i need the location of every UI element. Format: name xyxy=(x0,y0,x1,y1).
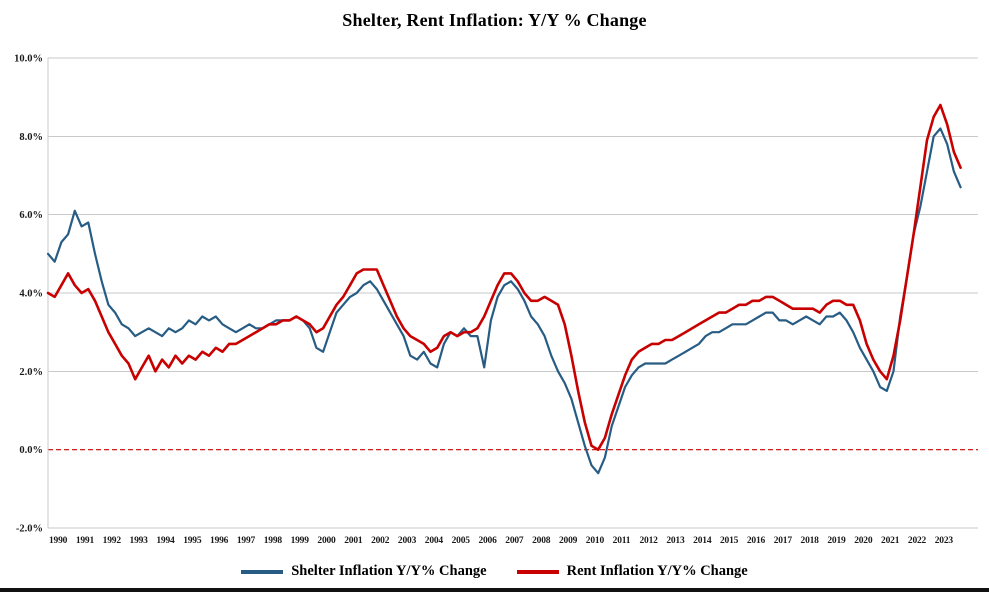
x-tick-label: 2006 xyxy=(478,536,497,546)
x-tick-label: 2000 xyxy=(317,536,336,546)
x-tick-label: 2023 xyxy=(935,536,954,546)
shelter-series-line xyxy=(46,127,962,475)
shelter-line-swatch xyxy=(241,569,284,574)
x-tick-label: 1991 xyxy=(76,536,95,546)
chart-title: Shelter, Rent Inflation: Y/Y % Change xyxy=(342,10,647,30)
x-tick-label: 2011 xyxy=(613,536,631,546)
x-tick-label: 1994 xyxy=(156,536,175,546)
x-tick-label: 2018 xyxy=(801,536,820,546)
legend-item-rent: Rent Inflation Y/Y% Change xyxy=(516,563,748,580)
y-tick-label: 0.0% xyxy=(19,445,43,456)
y-tick-label: 2.0% xyxy=(19,367,43,378)
bottom-border-bar xyxy=(0,588,989,592)
x-tick-label: 2007 xyxy=(505,536,524,546)
shelter-legend-label: Shelter Inflation Y/Y% Change xyxy=(291,563,487,579)
x-tick-label: 2004 xyxy=(425,536,444,546)
x-tick-label: 2015 xyxy=(720,536,739,546)
y-tick-label: -2.0% xyxy=(16,524,43,535)
x-tick-label: 2002 xyxy=(371,536,390,546)
y-tick-label: 6.0% xyxy=(19,210,43,221)
x-tick-label: 2013 xyxy=(666,536,685,546)
x-tick-label: 2021 xyxy=(881,536,900,546)
x-tick-label: 1998 xyxy=(264,536,283,546)
rent-legend-label: Rent Inflation Y/Y% Change xyxy=(566,563,748,579)
y-tick-label: 10.0% xyxy=(14,54,43,65)
x-tick-label: 1999 xyxy=(291,536,310,546)
x-tick-label: 1992 xyxy=(103,536,122,546)
x-tick-label: 2010 xyxy=(586,536,605,546)
legend-item-shelter: Shelter Inflation Y/Y% Change xyxy=(241,563,487,580)
x-tick-label: 2001 xyxy=(344,536,363,546)
x-tick-label: 2014 xyxy=(693,536,712,546)
chart-plot-area: 10.0% 8.0% 6.0% 4.0% 2.0% 0.0% -2.0% 1990 1991 19… xyxy=(14,54,978,546)
x-tick-label: 2009 xyxy=(559,536,578,546)
x-tick-label: 1990 xyxy=(49,536,68,546)
chart-legend: Shelter Inflation Y/Y% Change Rent Infla… xyxy=(0,563,989,580)
x-tick-label: 2008 xyxy=(532,536,551,546)
x-tick-label: 2005 xyxy=(452,536,471,546)
x-tick-label: 2016 xyxy=(747,536,766,546)
x-tick-label: 2017 xyxy=(774,536,793,546)
x-tick-label: 1997 xyxy=(237,536,256,546)
y-tick-label: 8.0% xyxy=(19,132,43,143)
y-tick-label: 4.0% xyxy=(19,289,43,300)
x-tick-label: 2020 xyxy=(854,536,873,546)
x-tick-label: 1996 xyxy=(210,536,229,546)
x-tick-label: 2012 xyxy=(639,536,658,546)
x-tick-label: 1995 xyxy=(183,536,202,546)
x-tick-label: 2022 xyxy=(908,536,927,546)
x-tick-label: 1993 xyxy=(130,536,149,546)
x-tick-label: 2003 xyxy=(398,536,417,546)
x-tick-label: 2019 xyxy=(827,536,846,546)
rent-line-swatch xyxy=(516,569,559,574)
rent-series-line xyxy=(46,103,962,452)
